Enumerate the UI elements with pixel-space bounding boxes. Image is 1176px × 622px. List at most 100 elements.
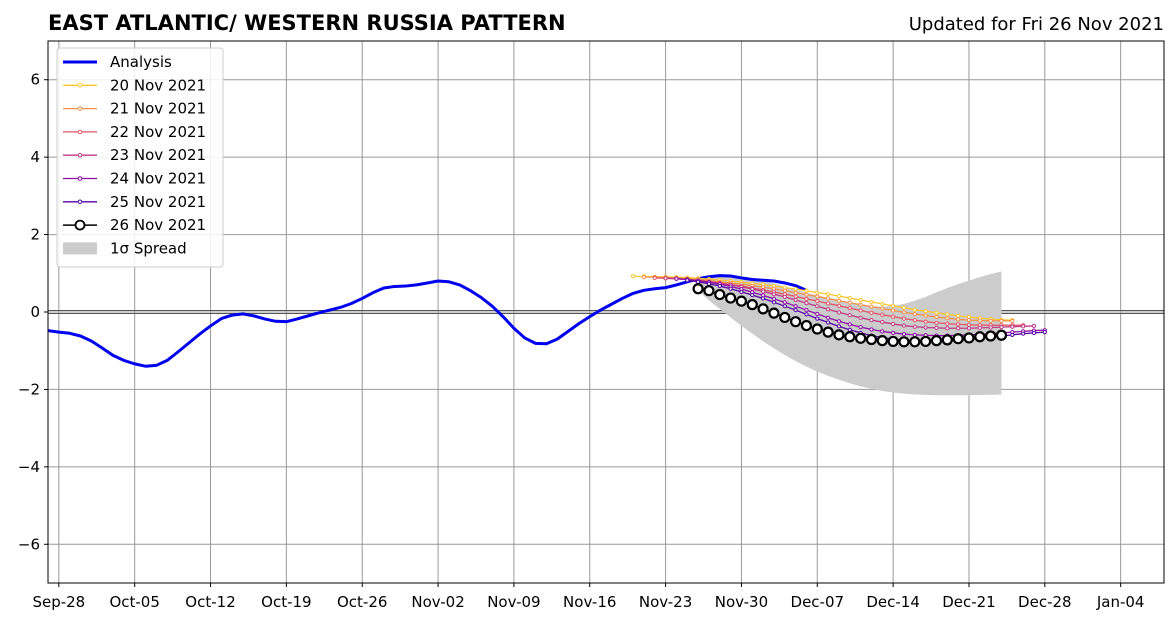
legend-label: 22 Nov 2021 — [110, 123, 206, 141]
data-point — [815, 304, 820, 309]
y-tick-label: 6 — [30, 71, 40, 89]
legend-label: 21 Nov 2021 — [110, 100, 206, 118]
x-axis: Sep-28 Oct-05 Oct-12 Oct-19 Oct-26 Nov-02 Nov-… — [32, 583, 1144, 611]
data-point — [793, 307, 798, 313]
data-point — [977, 325, 982, 330]
data-point — [869, 327, 874, 332]
data-point — [750, 292, 755, 298]
data-point — [826, 320, 831, 325]
data-point — [891, 303, 896, 308]
data-point — [934, 310, 939, 315]
data-point — [858, 297, 863, 303]
data-point — [920, 335, 932, 348]
data-point — [728, 286, 733, 291]
data-point — [804, 296, 809, 301]
data-point — [725, 292, 737, 304]
data-point — [912, 324, 917, 329]
data-point — [891, 314, 896, 319]
data-point — [641, 275, 647, 280]
data-point — [891, 330, 896, 336]
data-point — [782, 294, 787, 300]
data-point — [995, 329, 1008, 341]
legend-label: 24 Nov 2021 — [110, 170, 206, 188]
data-point — [891, 321, 896, 327]
y-tick-label: 2 — [30, 226, 40, 244]
data-point — [826, 301, 831, 306]
data-point — [923, 313, 928, 318]
x-tick-label: Nov-30 — [715, 593, 768, 611]
data-point — [826, 296, 831, 301]
data-point — [912, 311, 917, 317]
data-point — [923, 319, 928, 324]
data-point — [695, 279, 701, 284]
series-analysis-line — [48, 274, 808, 368]
data-point — [804, 307, 809, 313]
series-layer — [48, 271, 1047, 396]
data-point — [923, 309, 928, 314]
data-point — [901, 331, 907, 337]
data-point — [826, 292, 831, 297]
data-point — [1031, 323, 1037, 329]
data-point — [847, 312, 852, 318]
data-point — [999, 318, 1004, 324]
x-tick-label: Nov-16 — [563, 593, 616, 611]
y-tick-label: 4 — [30, 148, 40, 166]
data-point — [988, 318, 993, 324]
data-point — [790, 316, 802, 328]
data-point — [793, 304, 798, 309]
data-point — [706, 281, 712, 286]
data-point — [865, 333, 878, 346]
data-point — [999, 324, 1004, 330]
data-point — [901, 323, 907, 328]
data-point — [833, 329, 845, 341]
x-tick-label: Nov-23 — [639, 593, 692, 611]
data-point — [956, 322, 961, 327]
legend-item: 26 Nov 2021 — [63, 216, 206, 234]
data-point — [923, 325, 928, 330]
data-point — [880, 329, 885, 334]
x-tick-label: Oct-26 — [337, 593, 387, 611]
x-tick-label: Jan-04 — [1096, 593, 1145, 611]
x-tick-label: Oct-05 — [109, 593, 159, 611]
legend-marker — [74, 219, 86, 231]
y-axis: −6 −4 −2 0 2 4 6 — [18, 71, 48, 553]
legend-item: 21 Nov 2021 — [63, 100, 206, 118]
data-point — [836, 294, 842, 299]
data-point — [956, 317, 961, 322]
data-point — [826, 315, 831, 320]
data-point — [912, 307, 917, 312]
data-point — [782, 288, 787, 293]
data-point — [956, 326, 961, 331]
y-tick-label: −2 — [18, 380, 40, 398]
legend-marker — [77, 129, 83, 135]
data-point — [1042, 330, 1047, 335]
data-point — [771, 292, 777, 297]
data-point — [815, 290, 820, 295]
data-point — [779, 311, 791, 324]
data-point — [663, 276, 668, 281]
data-point — [909, 336, 921, 348]
data-point — [793, 287, 798, 292]
data-point — [880, 312, 885, 317]
data-point — [887, 335, 899, 348]
data-point — [782, 300, 787, 305]
data-point — [703, 285, 715, 297]
data-point — [869, 299, 874, 305]
data-point — [685, 278, 690, 283]
data-point — [956, 313, 961, 318]
legend-label: 26 Nov 2021 — [110, 216, 206, 234]
data-point — [974, 331, 986, 343]
data-point — [771, 300, 777, 305]
data-point — [988, 325, 993, 330]
data-point — [1010, 324, 1015, 329]
data-point — [869, 304, 874, 309]
data-point — [746, 299, 758, 311]
data-point — [977, 318, 982, 323]
data-point — [876, 335, 888, 347]
data-point — [945, 312, 950, 317]
data-point — [793, 297, 798, 303]
series-forecast — [692, 283, 1008, 348]
data-point — [761, 296, 766, 301]
data-point — [869, 318, 874, 323]
chart-subtitle: Updated for Fri 26 Nov 2021 — [909, 14, 1164, 35]
